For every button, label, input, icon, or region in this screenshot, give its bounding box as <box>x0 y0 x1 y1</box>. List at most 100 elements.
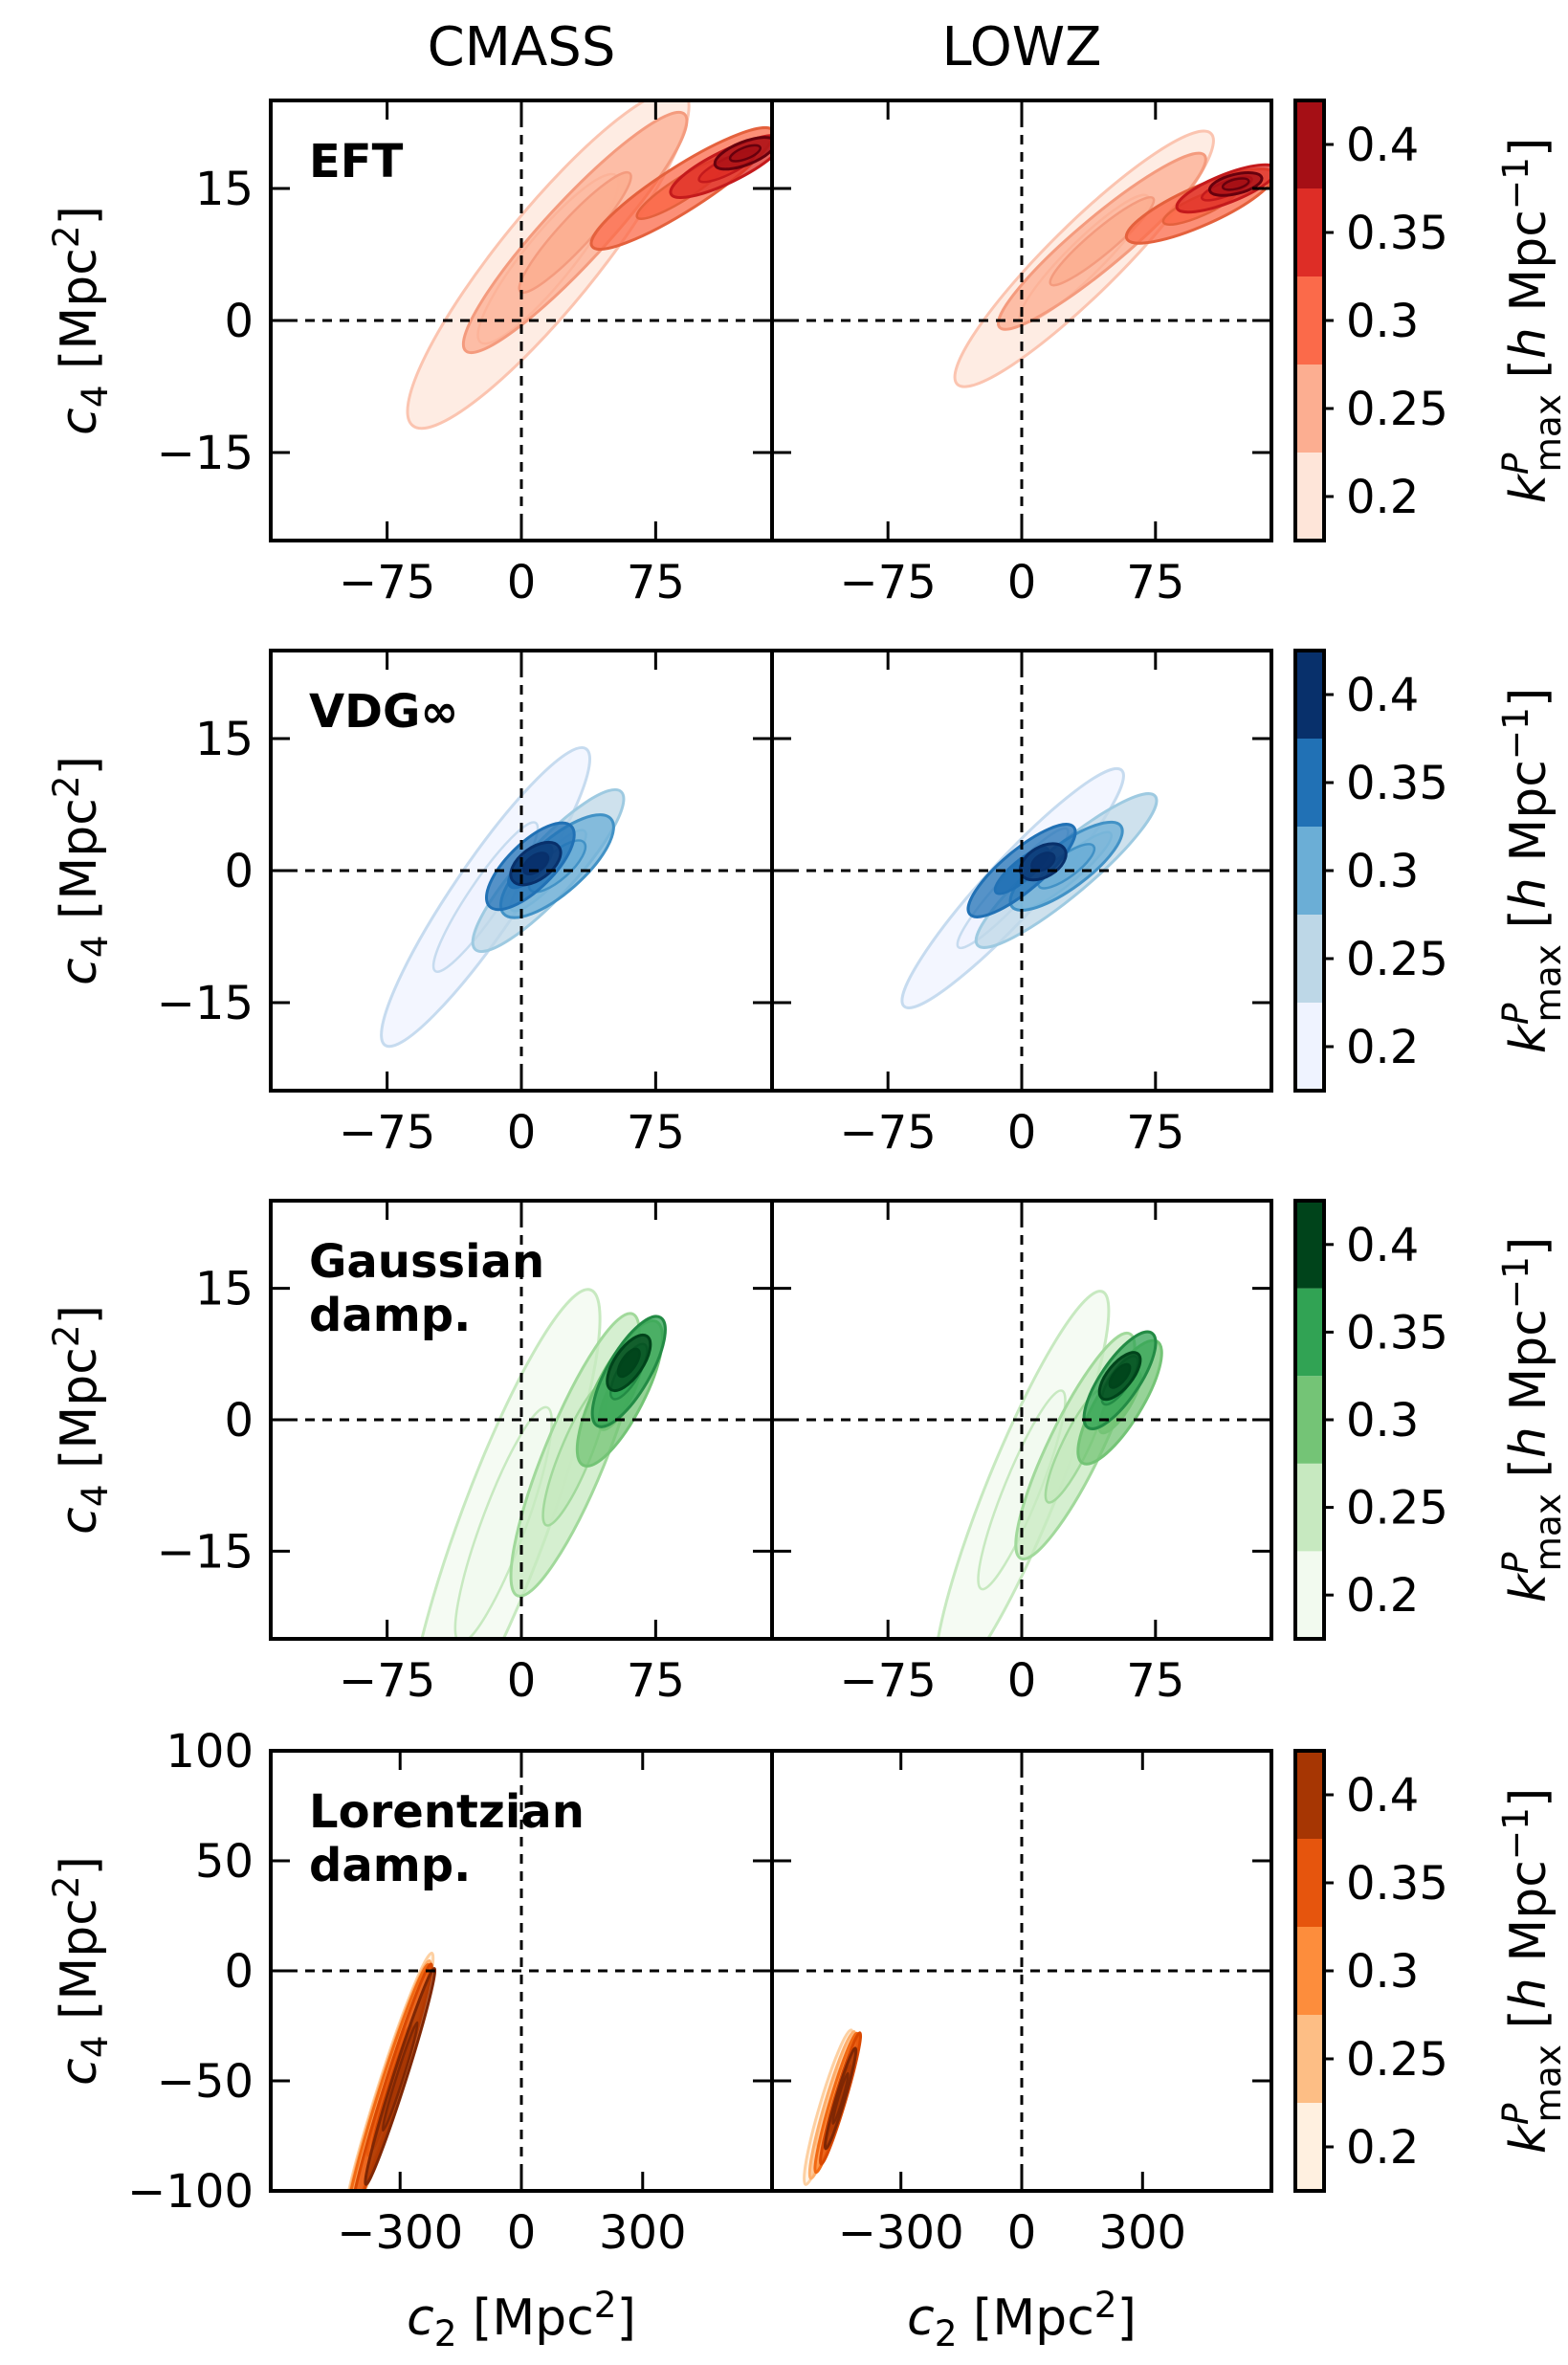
model-label: Gaussian <box>309 1235 544 1289</box>
contour-line-kmax-0.4 <box>364 1967 437 2186</box>
y-tick-label: 0 <box>224 845 254 898</box>
colorbar-segment <box>1295 1751 1324 1839</box>
colorbar-tick-label: 0.4 <box>1346 1769 1419 1823</box>
contour-inner-kmax-0.4 <box>618 1348 640 1377</box>
x-tick-label: 300 <box>599 2206 687 2260</box>
contour-line-kmax-0.25 <box>509 1312 641 1598</box>
y-tick-label: −15 <box>157 977 254 1030</box>
model-label: EFT <box>309 135 404 188</box>
contour-line-inner-kmax-0.4 <box>728 144 762 163</box>
y-tick-label: −100 <box>127 2165 254 2219</box>
contour-line-kmax-0.4 <box>713 136 772 171</box>
row-3: c4 [Mpc2] −300 0 300 100 50 0 −50 −100 c2 [Mpc2] L… <box>45 1725 1568 2354</box>
panel-lowz: −75 0 75 <box>770 1199 1273 1708</box>
x-tick-label: −75 <box>840 556 937 609</box>
contour-inner-kmax-0.2 <box>454 1406 552 1639</box>
colorbar: 0.4 0.35 0.3 0.25 0.2 kPmax [h Mpc−1] <box>1293 1199 1568 1641</box>
y-axis-label: c4 [Mpc2] <box>45 756 116 985</box>
contour-line-kmax-0.2 <box>406 100 691 431</box>
x-tick-label: 0 <box>507 1654 537 1708</box>
colorbar-label: kPmax [h Mpc−1] <box>1494 138 1568 504</box>
x-tick-label: 75 <box>1126 556 1184 609</box>
x-tick-label: −300 <box>337 2206 463 2260</box>
contour-line-inner-kmax-0.4 <box>1108 1362 1132 1389</box>
colorbar: 0.4 0.35 0.3 0.25 0.2 kPmax [h Mpc−1] <box>1293 99 1568 542</box>
colorbar-tick-label: 0.3 <box>1346 1945 1419 1999</box>
colorbar-label: kPmax [h Mpc−1] <box>1494 1788 1568 2155</box>
colorbar-tick-label: 0.3 <box>1346 295 1419 348</box>
y-axis-label: c4 [Mpc2] <box>45 206 116 435</box>
contour-inner-kmax-0.25 <box>519 172 631 293</box>
contour-group <box>933 1290 1163 1639</box>
contour-line-kmax-0.35 <box>484 821 576 912</box>
colorbar-tick-label: 0.25 <box>1346 383 1448 436</box>
panel-lowz: −75 0 75 <box>770 99 1273 609</box>
colorbar-segment <box>1295 739 1324 827</box>
y-tick-label: 100 <box>166 1725 254 1779</box>
x-axis-label: c2 [Mpc2] <box>407 2284 636 2354</box>
y-tick-label: 0 <box>224 1394 254 1448</box>
contour-line-kmax-0.3 <box>1124 167 1271 245</box>
colorbar-segment <box>1295 365 1324 453</box>
contour-inner-kmax-0.4 <box>383 2022 418 2131</box>
colorbar-segment <box>1295 276 1324 365</box>
colorbar-tick-label: 0.2 <box>1346 1021 1419 1074</box>
model-label: damp. <box>309 1289 471 1342</box>
contour-line-kmax-0.4 <box>509 840 563 887</box>
colorbar-tick-label: 0.2 <box>1346 1569 1419 1623</box>
colorbar-segment <box>1295 188 1324 276</box>
contour-line-inner-kmax-0.4 <box>1030 851 1056 873</box>
contour-inner-kmax-0.4 <box>522 852 548 874</box>
model-label: damp. <box>309 1839 471 1892</box>
y-tick-label: −15 <box>157 427 254 480</box>
panel-lowz: −75 0 75 <box>770 649 1273 1160</box>
contour-line-kmax-0.35 <box>966 823 1077 918</box>
contour-line-kmax-0.35 <box>1082 1330 1158 1430</box>
x-tick-label: −75 <box>840 1106 937 1160</box>
colorbar-segment <box>1295 100 1324 188</box>
contour-line-kmax-0.2 <box>953 129 1215 388</box>
contour-line-kmax-0.4 <box>1207 171 1264 197</box>
colorbar-tick-label: 0.25 <box>1346 933 1448 986</box>
contour-line-inner-kmax-0.25 <box>1049 195 1156 287</box>
contour-group <box>953 129 1271 388</box>
colorbar-segment <box>1295 1003 1324 1091</box>
colorbar: 0.4 0.35 0.3 0.25 0.2 kPmax [h Mpc−1] <box>1293 649 1568 1093</box>
colorbar-segment <box>1295 651 1324 739</box>
contour-line-inner-kmax-0.4 <box>521 851 550 875</box>
colorbar-tick-label: 0.3 <box>1346 1394 1419 1448</box>
model-label: VDG∞ <box>309 685 458 739</box>
x-tick-label: 75 <box>627 556 685 609</box>
y-tick-label: 15 <box>195 163 254 216</box>
x-tick-label: 0 <box>1007 556 1037 609</box>
contour-inner-kmax-0.4 <box>832 2073 849 2124</box>
colorbar-segment <box>1295 1463 1324 1552</box>
contour-line-kmax-0.25 <box>997 151 1207 331</box>
x-tick-label: 0 <box>507 2206 537 2260</box>
contour-inner-kmax-0.4 <box>730 144 761 162</box>
x-axis-label: c2 [Mpc2] <box>907 2284 1137 2354</box>
colorbar-tick-label: 0.25 <box>1346 1482 1448 1536</box>
colorbar-tick-label: 0.4 <box>1346 669 1419 722</box>
x-tick-label: 0 <box>1007 1106 1037 1160</box>
contour-group <box>341 1951 437 2191</box>
x-tick-label: 75 <box>1126 1654 1184 1708</box>
x-tick-label: −75 <box>339 1654 435 1708</box>
colorbar-label: kPmax [h Mpc−1] <box>1494 1237 1568 1603</box>
colorbar-tick-label: 0.4 <box>1346 1219 1419 1272</box>
x-tick-label: −75 <box>840 1654 937 1708</box>
colorbar-segment <box>1295 2015 1324 2103</box>
column-title-cmass: CMASS <box>428 16 616 78</box>
contour-line-inner-kmax-0.4 <box>381 2021 419 2133</box>
colorbar-tick-label: 0.25 <box>1346 2033 1448 2087</box>
x-tick-label: 0 <box>507 1106 537 1160</box>
contour-line-kmax-0.35 <box>1175 163 1271 214</box>
x-tick-label: −300 <box>838 2206 964 2260</box>
contour-group <box>406 100 772 431</box>
x-tick-label: 75 <box>627 1106 685 1160</box>
x-tick-label: 75 <box>1126 1106 1184 1160</box>
colorbar-label: kPmax [h Mpc−1] <box>1494 688 1568 1054</box>
